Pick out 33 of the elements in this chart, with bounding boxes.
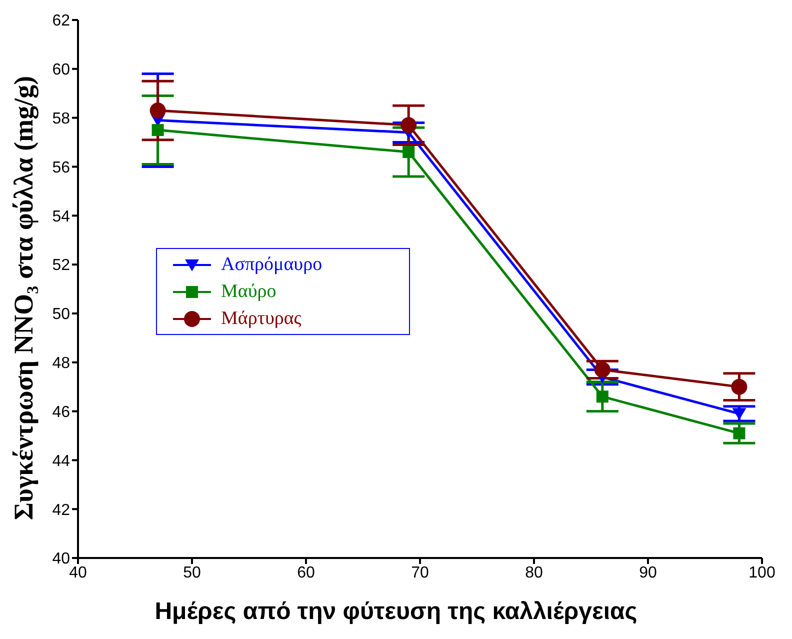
x-tick-label: 90 bbox=[639, 564, 657, 582]
legend-label: Μαύρο bbox=[221, 280, 276, 302]
y-axis-title: Συγκέντρωση NNO₃ στα φύλλα (mg/g) bbox=[8, 76, 40, 520]
y-tick-label: 40 bbox=[52, 550, 70, 568]
y-tick-label: 56 bbox=[52, 159, 70, 176]
point bbox=[594, 362, 610, 378]
point bbox=[732, 408, 746, 420]
y-tick-label: 48 bbox=[52, 355, 70, 372]
y-tick-label: 42 bbox=[52, 502, 70, 519]
y-tick-label: 50 bbox=[52, 306, 70, 324]
point bbox=[731, 378, 748, 395]
y-tick-label: 60 bbox=[52, 62, 70, 79]
point bbox=[150, 102, 166, 118]
y-tick-label: 46 bbox=[52, 404, 70, 421]
point bbox=[402, 146, 415, 158]
point bbox=[733, 427, 746, 440]
y-tick-label: 58 bbox=[52, 110, 70, 128]
x-tick-label: 70 bbox=[411, 564, 429, 582]
legend-label: Μάρτυρας bbox=[221, 308, 302, 330]
y-tick-label: 54 bbox=[52, 208, 70, 226]
x-tick-label: 40 bbox=[69, 564, 87, 582]
legend-label: Ασπρόμαυρο bbox=[221, 254, 322, 276]
x-tick-label: 60 bbox=[297, 564, 315, 582]
x-tick-label: 50 bbox=[183, 564, 201, 582]
point bbox=[152, 124, 164, 136]
x-axis-title: Ημέρες από την φύτευση της καλλιέργειας bbox=[154, 598, 638, 626]
y-tick-label: 62 bbox=[52, 12, 70, 30]
y-tick-label: 52 bbox=[52, 257, 70, 274]
x-tick-label: 100 bbox=[748, 564, 776, 582]
point bbox=[400, 117, 417, 134]
y-tick-label: 44 bbox=[52, 452, 70, 470]
x-tick-label: 80 bbox=[525, 564, 543, 582]
point bbox=[596, 390, 608, 403]
